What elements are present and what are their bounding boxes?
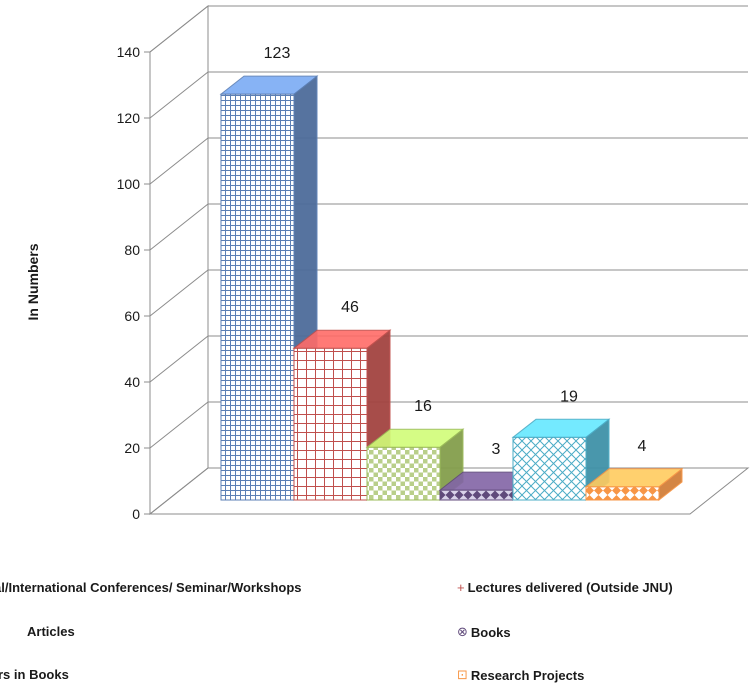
chart-legend: al/International Conferences/ Seminar/Wo… xyxy=(0,572,753,687)
data-label: 46 xyxy=(341,299,359,316)
data-label: 16 xyxy=(414,398,432,415)
legend-label: Articles xyxy=(27,624,75,639)
y-tick-label: 20 xyxy=(124,440,140,456)
bar-front xyxy=(439,489,514,501)
legend-item-2: Articles xyxy=(27,624,75,639)
gridline xyxy=(149,5,748,53)
bar-front xyxy=(220,93,295,501)
y-tick-label: 140 xyxy=(117,44,141,60)
gridline xyxy=(149,203,748,251)
legend-marker-icon: ⊗ xyxy=(457,624,468,639)
chart-plot: 0 20 40 60 80 100 120 140 123 46 16 3 19 4 In Number… xyxy=(25,4,750,522)
legend-marker-icon: + xyxy=(457,580,465,595)
bar-top xyxy=(365,428,465,448)
gridline xyxy=(149,137,748,185)
y-tick-label: 0 xyxy=(132,506,140,522)
y-tick-label: 80 xyxy=(124,242,140,258)
bar-5 xyxy=(584,467,684,502)
gridline xyxy=(149,401,748,449)
legend-marker-icon: ⊡ xyxy=(457,667,468,682)
legend-label: al/International Conferences/ Seminar/Wo… xyxy=(0,580,302,595)
legend-label: Research Projects xyxy=(470,667,585,683)
gridline xyxy=(149,71,748,119)
legend-item-3: ⊗ Books xyxy=(457,624,511,640)
bar-1 xyxy=(292,329,392,502)
y-axis-label: In Numbers xyxy=(25,243,41,320)
y-tick-label: 40 xyxy=(124,374,140,390)
gridline xyxy=(149,269,748,317)
legend-item-0: al/International Conferences/ Seminar/Wo… xyxy=(0,580,302,595)
data-label: 123 xyxy=(264,45,291,62)
bar-top xyxy=(292,329,392,349)
y-tick-label: 60 xyxy=(124,308,140,324)
legend-item-1: + Lectures delivered (Outside JNU) xyxy=(457,580,673,595)
bar-front xyxy=(512,436,587,501)
bar-top xyxy=(219,75,319,95)
legend-label: rs in Books xyxy=(0,667,69,682)
bar-front xyxy=(585,486,660,501)
legend-item-5: ⊡ Research Projects xyxy=(457,667,584,683)
data-label: 3 xyxy=(492,441,501,458)
legend-item-4: rs in Books xyxy=(0,667,69,682)
bar-top xyxy=(584,468,684,488)
y-tick-label: 120 xyxy=(117,110,141,126)
gridline xyxy=(149,335,748,383)
back-wall xyxy=(149,4,209,516)
bar-2 xyxy=(365,428,465,502)
bar-front xyxy=(293,347,368,501)
data-label: 4 xyxy=(638,438,647,455)
data-label: 19 xyxy=(560,388,578,405)
legend-label: Books xyxy=(470,624,511,640)
y-tick-label: 100 xyxy=(117,176,141,192)
bar-front xyxy=(366,446,441,501)
legend-label: Lectures delivered (Outside JNU) xyxy=(467,580,673,595)
bar-top xyxy=(511,418,611,438)
